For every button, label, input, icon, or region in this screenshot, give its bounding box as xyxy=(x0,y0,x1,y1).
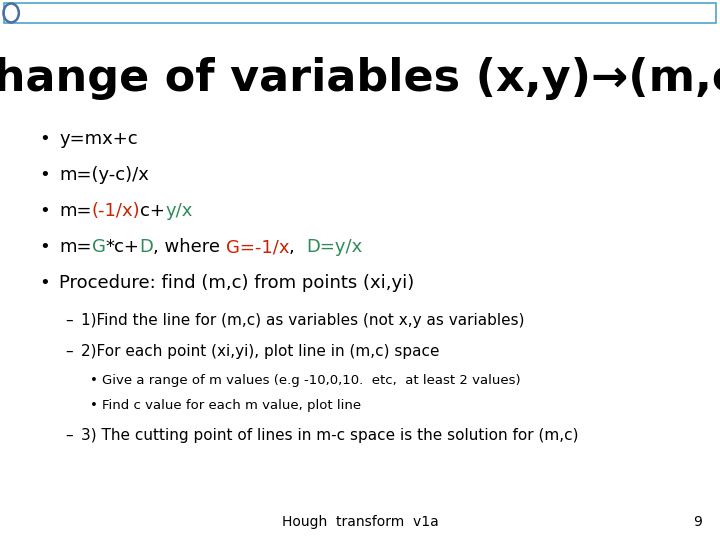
Text: 9: 9 xyxy=(693,515,702,529)
Text: c+: c+ xyxy=(140,202,165,220)
Text: irregular shape detection: irregular shape detection xyxy=(14,6,173,19)
Text: •: • xyxy=(40,238,50,256)
Text: m=(y-c)/x: m=(y-c)/x xyxy=(59,166,149,184)
Text: *c+: *c+ xyxy=(105,238,139,256)
Text: |: | xyxy=(12,6,24,19)
Text: –: – xyxy=(65,344,73,359)
Text: |: | xyxy=(9,6,22,19)
Text: , where: , where xyxy=(153,238,226,256)
Text: D=y/x: D=y/x xyxy=(307,238,363,256)
Text: •: • xyxy=(40,130,50,147)
Text: m=: m= xyxy=(59,238,91,256)
Text: |: | xyxy=(14,6,26,19)
Text: y=mx+c: y=mx+c xyxy=(59,130,138,147)
Text: Hough  transform  v1a: Hough transform v1a xyxy=(282,515,438,529)
Text: •: • xyxy=(40,166,50,184)
Text: m=: m= xyxy=(59,202,91,220)
Text: 1)Find the line for (m,c) as variables (not x,y as variables): 1)Find the line for (m,c) as variables (… xyxy=(81,313,524,328)
Text: 2)For each point (xi,yi), plot line in (m,c) space: 2)For each point (xi,yi), plot line in (… xyxy=(81,344,439,359)
Text: •: • xyxy=(40,274,50,292)
Text: •: • xyxy=(90,399,98,411)
Text: (-1/x): (-1/x) xyxy=(91,202,140,220)
Text: –: – xyxy=(65,428,73,443)
Text: •: • xyxy=(40,202,50,220)
Text: Line detection: Line detection xyxy=(11,6,100,19)
Text: 3) The cutting point of lines in m-c space is the solution for (m,c): 3) The cutting point of lines in m-c spa… xyxy=(81,428,578,443)
Text: •: • xyxy=(90,374,98,387)
Text: Procedure: find (m,c) from points (xi,yi): Procedure: find (m,c) from points (xi,yi… xyxy=(59,274,414,292)
Text: y/x: y/x xyxy=(165,202,192,220)
Text: Change of variables (x,y)→(m,c): Change of variables (x,y)→(m,c) xyxy=(0,57,720,100)
Text: Find c value for each m value, plot line: Find c value for each m value, plot line xyxy=(102,399,361,411)
Text: Give a range of m values (e.g -10,0,10.  etc,  at least 2 values): Give a range of m values (e.g -10,0,10. … xyxy=(102,374,521,387)
Text: –: – xyxy=(65,313,73,328)
Text: ,: , xyxy=(289,238,307,256)
Text: circle detection: circle detection xyxy=(13,6,109,19)
Text: Introduction: Introduction xyxy=(9,6,84,19)
Text: G=-1/x: G=-1/x xyxy=(226,238,289,256)
Text: D: D xyxy=(139,238,153,256)
Text: G: G xyxy=(91,238,105,256)
